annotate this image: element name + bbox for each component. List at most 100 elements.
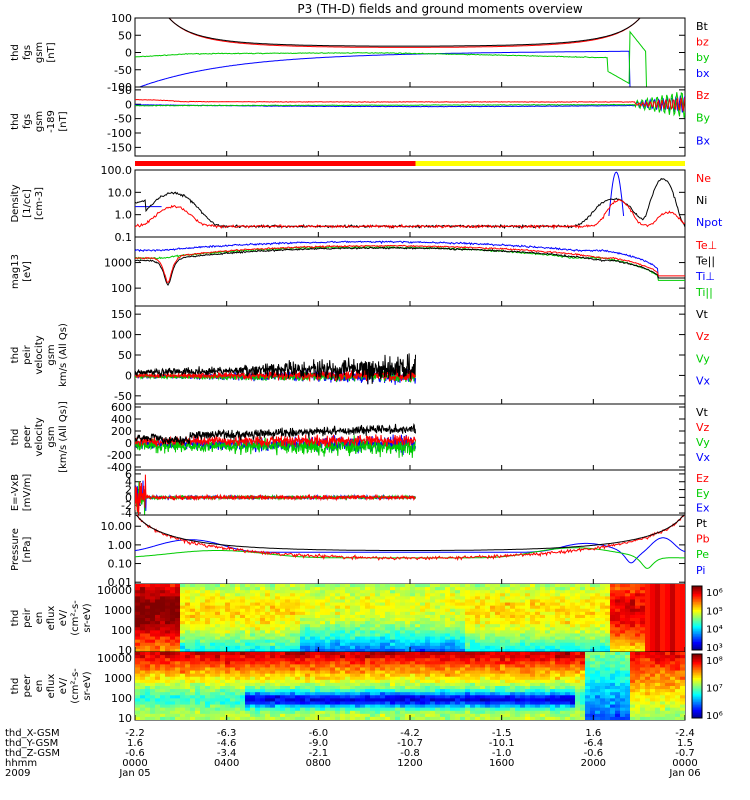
heatmap-cell (360, 618, 366, 622)
heatmap-cell (380, 584, 386, 588)
heatmap-cell (330, 648, 336, 652)
heatmap-cell (650, 599, 656, 604)
heatmap-cell (390, 642, 396, 647)
heatmap-cell (410, 608, 416, 613)
heatmap-cell (155, 655, 161, 659)
heatmap-cell (385, 664, 391, 669)
heatmap-cell (535, 652, 541, 656)
heatmap-cell (480, 584, 486, 588)
heatmap-cell (575, 608, 581, 613)
heatmap-cell (270, 593, 276, 597)
heatmap-cell (275, 695, 281, 699)
heatmap-cell (275, 587, 281, 591)
heatmap-cell (525, 661, 531, 665)
heatmap-cell (330, 692, 336, 696)
heatmap-cell (400, 710, 406, 715)
heatmap-cell (315, 673, 321, 678)
heatmap-cell (205, 652, 211, 656)
heatmap-cell (230, 611, 236, 616)
heatmap-cell (280, 673, 286, 678)
heatmap-cell (565, 642, 571, 647)
heatmap-cell (590, 713, 596, 718)
heatmap-cell (610, 664, 616, 669)
heatmap-cell (245, 584, 251, 588)
heatmap-cell (360, 710, 366, 715)
y-tick-label: -150 (107, 141, 132, 154)
heatmap-cell (370, 611, 376, 616)
heatmap-cell (355, 673, 361, 678)
heatmap-cell (370, 642, 376, 647)
heatmap-cell (675, 630, 681, 635)
heatmap-cell (625, 614, 631, 619)
heatmap-cell (180, 645, 186, 650)
heatmap-cell (460, 655, 466, 659)
heatmap-cell (180, 658, 186, 662)
heatmap-cell (465, 710, 471, 715)
heatmap-cell (225, 710, 231, 715)
heatmap-cell (435, 639, 441, 644)
heatmap-cell (605, 645, 611, 650)
heatmap-cell (310, 707, 316, 712)
heatmap-cell (275, 713, 281, 718)
heatmap-cell (595, 713, 601, 718)
heatmap-cell (680, 587, 685, 591)
heatmap-cell (305, 686, 311, 690)
heatmap-cell (355, 658, 361, 662)
y-axis-label-line: thd (10, 678, 21, 695)
heatmap-cell (315, 614, 321, 619)
heatmap-cell (485, 676, 491, 681)
heatmap-cell (370, 627, 376, 631)
heatmap-cell (525, 673, 531, 678)
heatmap-cell (610, 636, 616, 641)
heatmap-cell (145, 655, 151, 659)
heatmap-cell (475, 590, 481, 594)
heatmap-cell (495, 642, 501, 647)
heatmap-cell (420, 614, 426, 619)
heatmap-cell (135, 710, 141, 715)
heatmap-cell (630, 630, 636, 635)
heatmap-cell (250, 605, 256, 610)
heatmap-cell (550, 599, 556, 604)
heatmap-cell (440, 587, 446, 591)
heatmap-cell (590, 692, 596, 696)
heatmap-cell (235, 689, 241, 693)
heatmap-cell (360, 605, 366, 610)
heatmap-cell (350, 689, 356, 693)
heatmap-cell (190, 611, 196, 616)
heatmap-cell (145, 593, 151, 597)
heatmap-cell (345, 707, 351, 712)
heatmap-cell (255, 645, 261, 650)
heatmap-cell (250, 676, 256, 681)
heatmap-cell (500, 676, 506, 681)
heatmap-cell (470, 587, 476, 591)
heatmap-cell (200, 645, 206, 650)
heatmap-cell (605, 602, 611, 607)
heatmap-cell (220, 596, 226, 601)
heatmap-cell (150, 587, 156, 591)
series-Bz (135, 96, 685, 112)
heatmap-cell (470, 645, 476, 650)
heatmap-cell (430, 636, 436, 641)
heatmap-cell (285, 642, 291, 647)
heatmap-cell (210, 599, 216, 604)
heatmap-cell (235, 716, 241, 720)
heatmap-cell (365, 704, 371, 709)
heatmap-cell (250, 673, 256, 678)
heatmap-cell (545, 698, 551, 703)
heatmap-cell (530, 652, 536, 656)
heatmap-cell (580, 596, 586, 601)
heatmap-cell (390, 587, 396, 591)
heatmap-cell (590, 593, 596, 597)
heatmap-cell (435, 710, 441, 715)
heatmap-cell (520, 704, 526, 709)
heatmap-cell (455, 710, 461, 715)
heatmap-cell (190, 676, 196, 681)
heatmap-cell (345, 614, 351, 619)
heatmap-cell (495, 621, 501, 625)
heatmap-cell (285, 713, 291, 718)
heatmap-cell (285, 636, 291, 641)
heatmap-cell (605, 679, 611, 684)
heatmap-cell (370, 652, 376, 656)
heatmap-cell (140, 605, 146, 610)
heatmap-cell (275, 605, 281, 610)
